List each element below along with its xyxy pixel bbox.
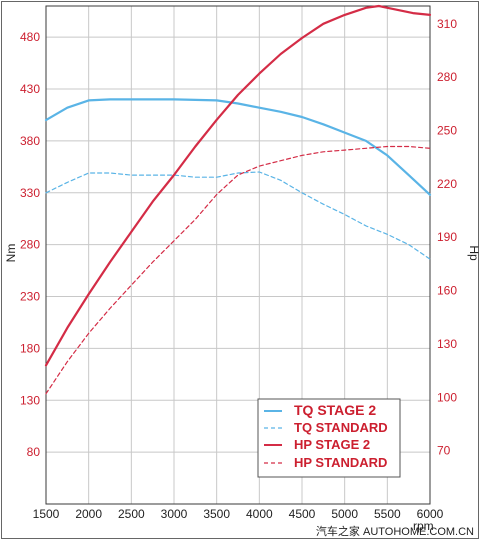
plot-frame xyxy=(45,5,431,505)
x-tick-label: 2500 xyxy=(118,507,145,521)
y-tick-label-left: 330 xyxy=(20,186,40,200)
tq-standard-line xyxy=(45,171,431,260)
y-tick-label-right: 250 xyxy=(437,124,457,138)
hp-stage2-line xyxy=(44,4,432,367)
legend-label-hp-standard: HP STANDARD xyxy=(294,455,387,470)
y-tick-label-left: 280 xyxy=(20,238,40,252)
x-tick-label: 4000 xyxy=(246,507,273,521)
y-tick-label-right: 280 xyxy=(437,70,457,84)
y-tick-label-left: 230 xyxy=(20,290,40,304)
y-tick-label-right: 100 xyxy=(437,390,457,404)
y-tick-label-right: 220 xyxy=(437,177,457,191)
x-tick-label: 4500 xyxy=(289,507,316,521)
x-tick-label: 6000 xyxy=(417,507,444,521)
y-tick-label-right: 160 xyxy=(437,284,457,298)
y-tick-label-left: 80 xyxy=(27,445,41,459)
y-tick-label-right: 70 xyxy=(437,444,451,458)
watermark: 汽车之家 AUTOHOME.COM.CN xyxy=(316,524,474,538)
y-tick-label-right: 190 xyxy=(437,230,457,244)
legend-label-hp-stage2: HP STAGE 2 xyxy=(294,437,370,452)
y-tick-label-right: 130 xyxy=(437,337,457,351)
y-tick-label-left: 180 xyxy=(20,341,40,355)
series xyxy=(44,4,432,395)
x-axis-label: rpm xyxy=(413,519,434,533)
legend-label-tq-stage2: TQ STAGE 2 xyxy=(294,402,376,418)
x-tick-label: 1500 xyxy=(33,507,60,521)
y-tick-label-left: 430 xyxy=(20,82,40,96)
y-tick-label-left: 480 xyxy=(20,30,40,44)
legend: TQ STAGE 2 TQ STANDARD HP STAGE 2 HP STA… xyxy=(257,398,401,478)
x-tick-label: 3500 xyxy=(203,507,230,521)
tq-stage2-line xyxy=(44,98,432,196)
x-tick-label: 2000 xyxy=(75,507,102,521)
x-tick-label: 3000 xyxy=(161,507,188,521)
y-axis-label-right: Hp xyxy=(467,245,480,261)
grid xyxy=(46,6,430,504)
hp-standard-line xyxy=(45,145,431,395)
x-tick-label: 5000 xyxy=(331,507,358,521)
legend-label-tq-standard: TQ STANDARD xyxy=(294,420,388,435)
x-tick-label: 5500 xyxy=(374,507,401,521)
y-tick-label-left: 380 xyxy=(20,134,40,148)
tick-labels: 1500 2000 2500 3000 3500 4000 4500 5000 5500 6000… xyxy=(20,17,457,521)
y-axis-label-left: Nm xyxy=(4,244,18,263)
y-tick-label-right: 310 xyxy=(437,17,457,31)
y-tick-label-left: 130 xyxy=(20,393,40,407)
